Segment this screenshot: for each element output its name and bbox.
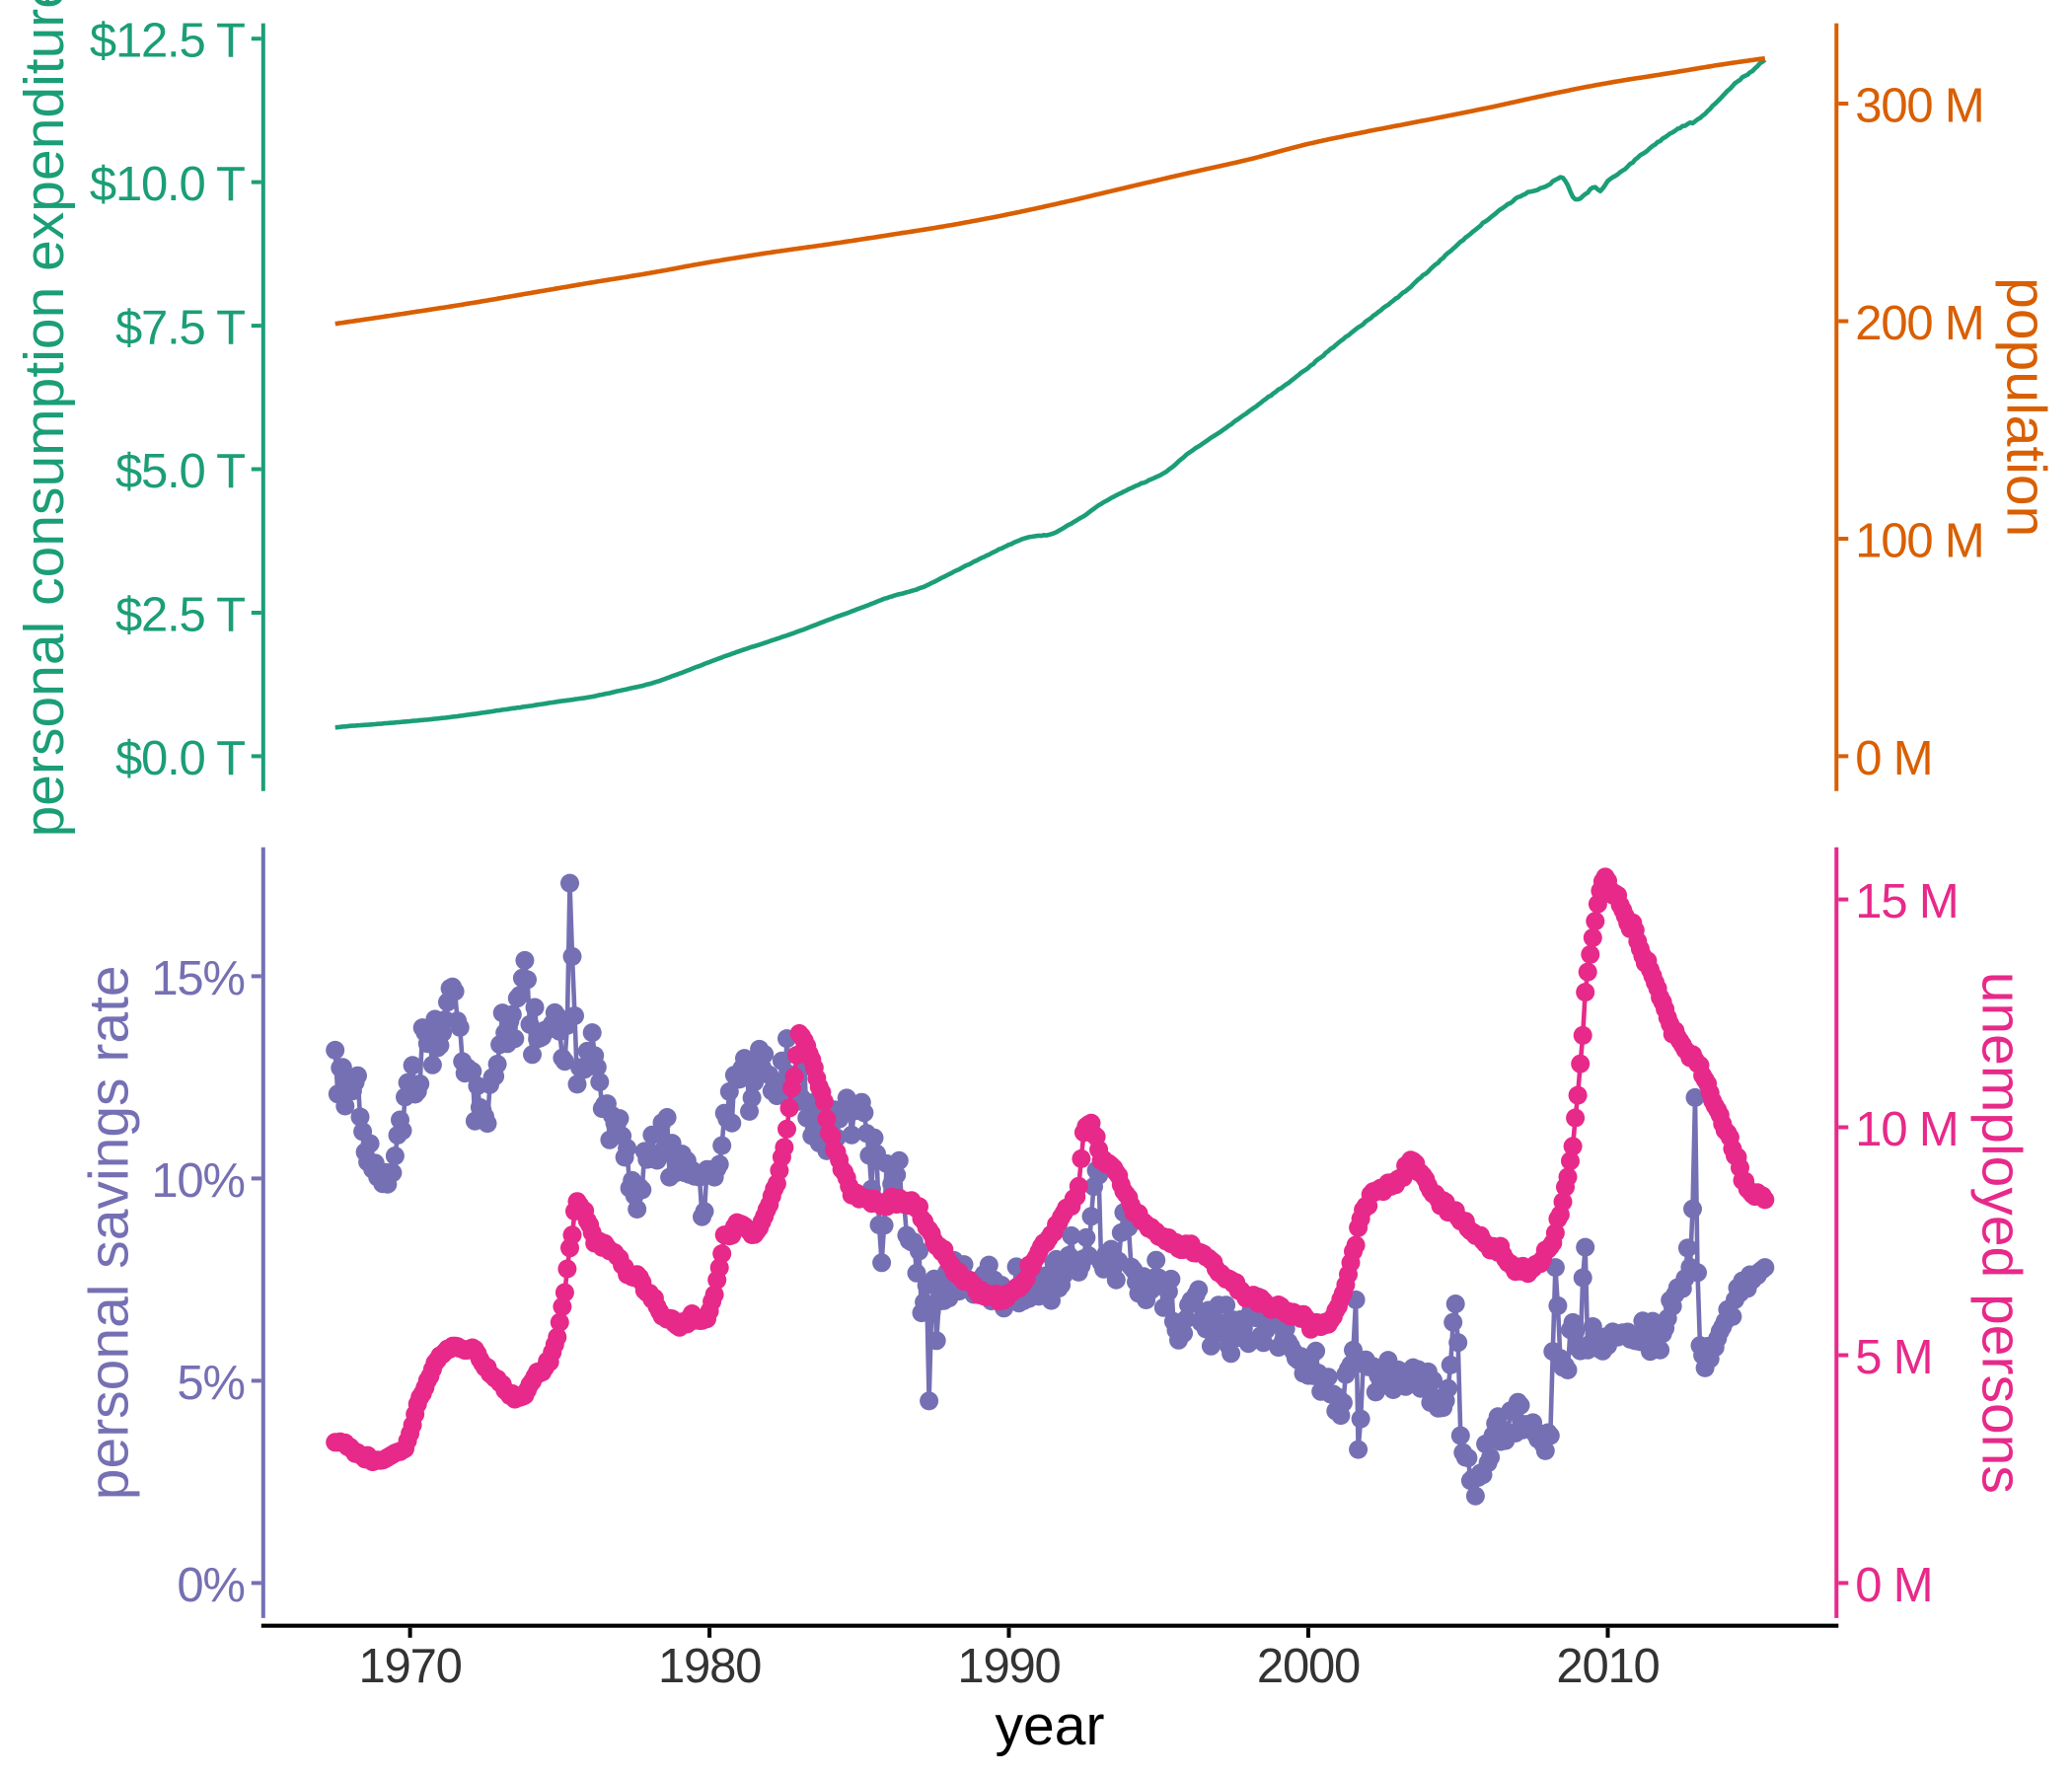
svg-text:1970: 1970	[358, 1640, 461, 1693]
svg-text:5%: 5%	[177, 1357, 244, 1410]
svg-text:$10.0 T: $10.0 T	[90, 158, 245, 211]
svg-text:$2.5 T: $2.5 T	[115, 589, 245, 642]
svg-text:population: population	[1995, 277, 2058, 537]
svg-text:10 M: 10 M	[1855, 1103, 1958, 1156]
svg-text:$12.5 T: $12.5 T	[90, 15, 245, 68]
svg-text:personal consumption expenditu: personal consumption expenditure	[13, 0, 76, 837]
svg-text:10%: 10%	[151, 1154, 244, 1208]
svg-text:2010: 2010	[1556, 1640, 1659, 1693]
svg-text:0%: 0%	[177, 1559, 244, 1612]
svg-text:$7.5 T: $7.5 T	[115, 302, 245, 355]
svg-text:year: year	[996, 1694, 1105, 1757]
svg-text:300 M: 300 M	[1855, 80, 1983, 133]
svg-text:15 M: 15 M	[1855, 875, 1958, 928]
svg-text:1990: 1990	[957, 1640, 1060, 1693]
svg-text:unemployed persons: unemployed persons	[1969, 972, 2033, 1494]
svg-text:1980: 1980	[658, 1640, 761, 1693]
svg-text:0 M: 0 M	[1855, 1559, 1932, 1612]
svg-text:$0.0 T: $0.0 T	[115, 732, 245, 785]
svg-text:personal savings rate: personal savings rate	[78, 965, 141, 1500]
svg-text:2000: 2000	[1257, 1640, 1360, 1693]
svg-text:200 M: 200 M	[1855, 297, 1983, 350]
svg-text:0 M: 0 M	[1855, 732, 1932, 785]
svg-text:5 M: 5 M	[1855, 1331, 1932, 1384]
svg-text:100 M: 100 M	[1855, 515, 1983, 568]
svg-text:$5.0 T: $5.0 T	[115, 445, 245, 498]
svg-text:15%: 15%	[151, 952, 244, 1005]
